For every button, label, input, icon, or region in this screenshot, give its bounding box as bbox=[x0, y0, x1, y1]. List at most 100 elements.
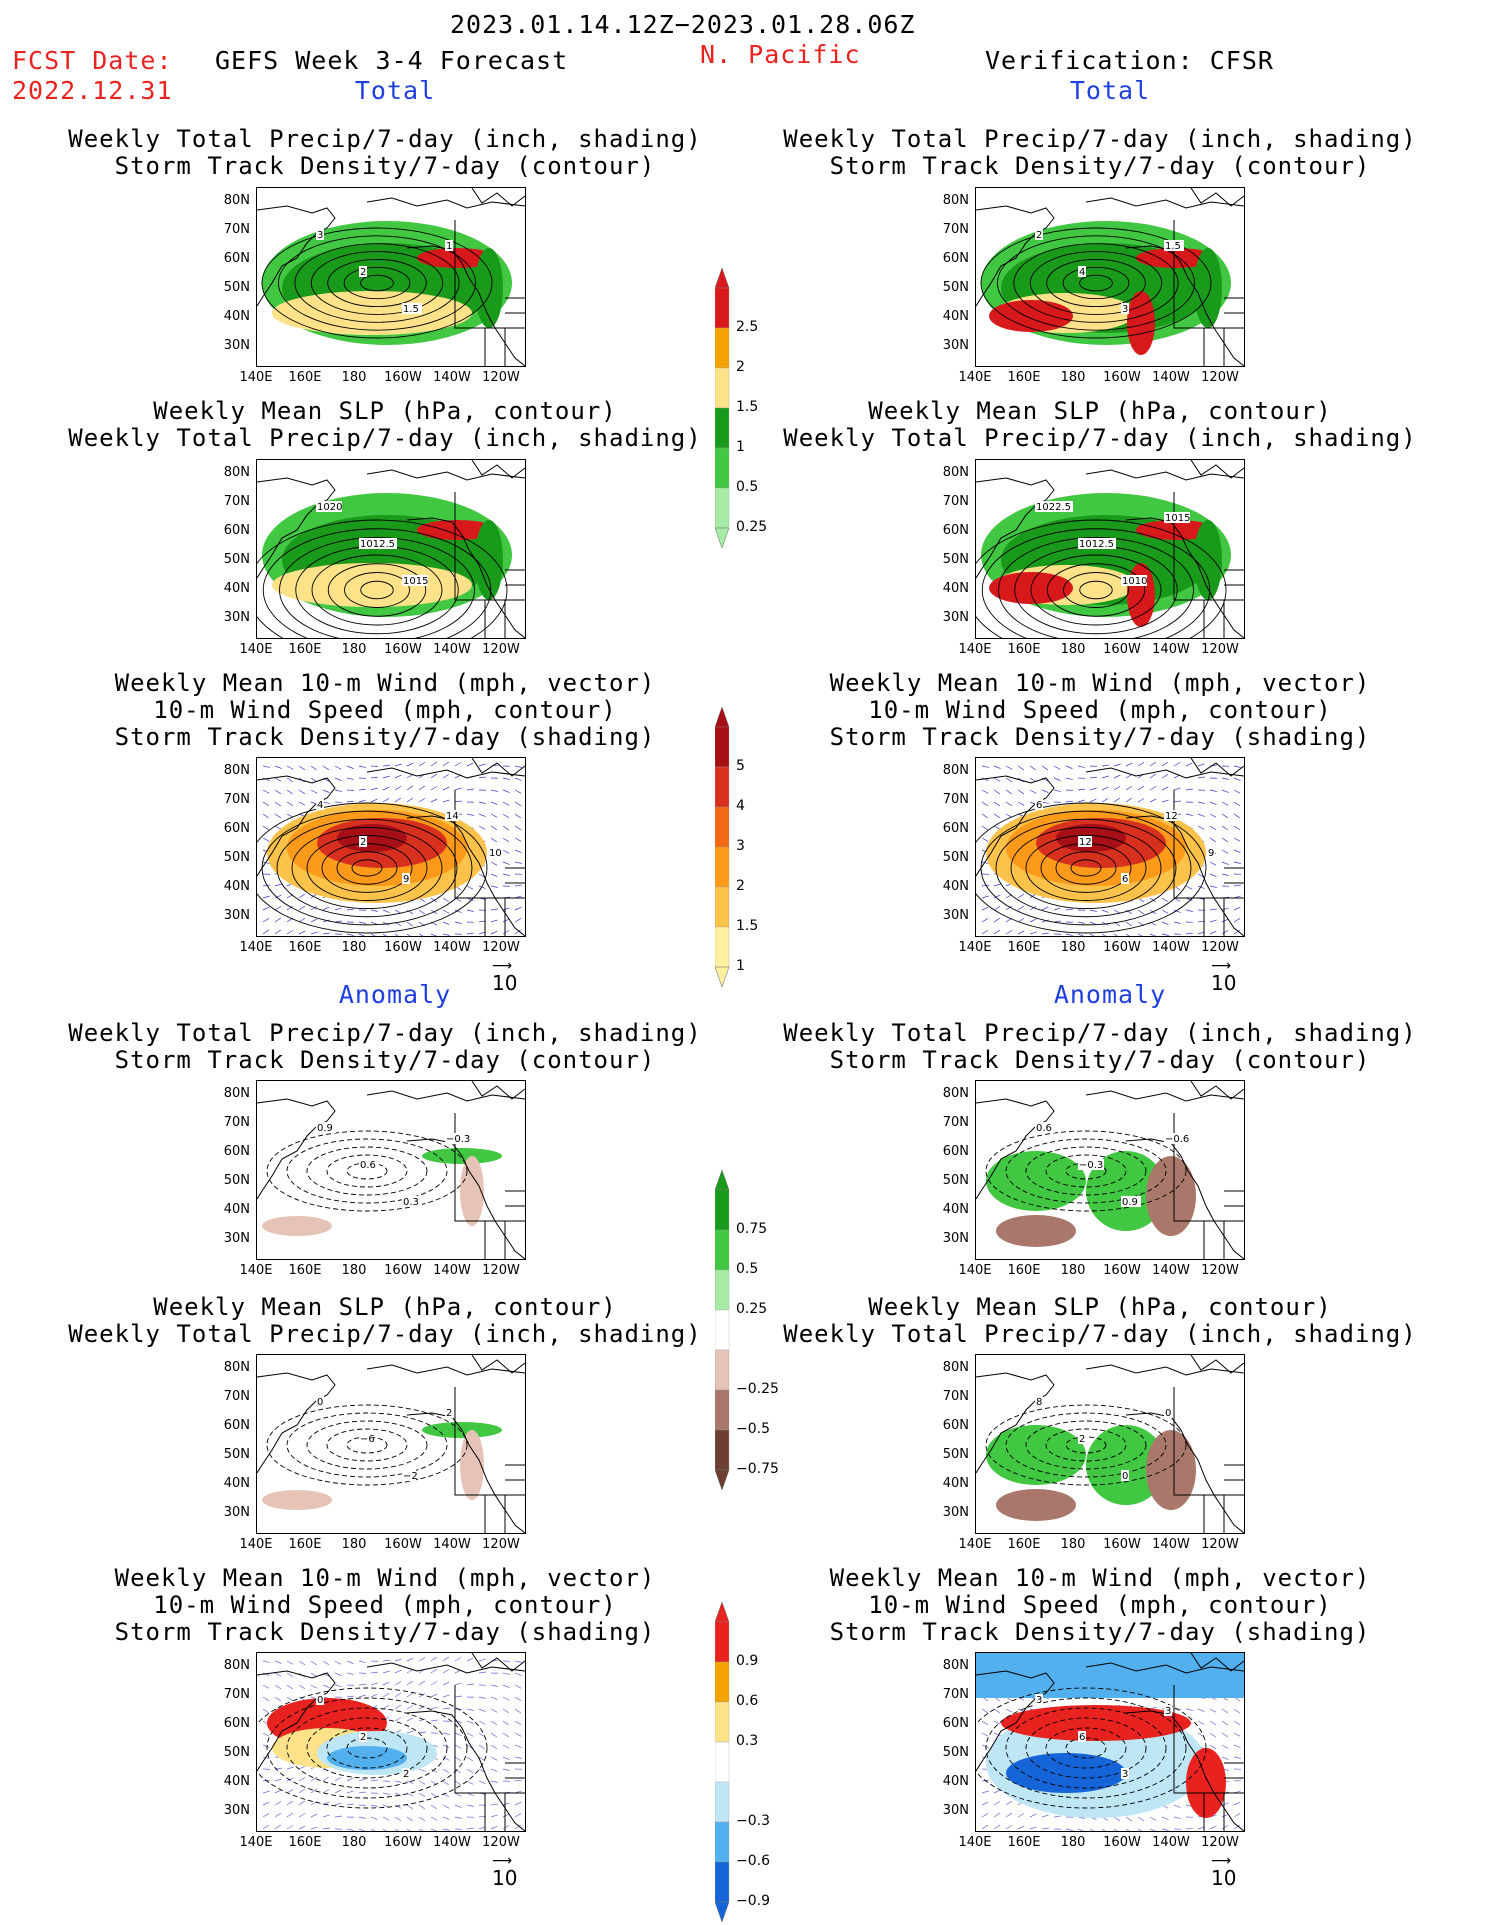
panel-title-5-left-line1: Weekly Mean 10-m Wind (mph, vector) bbox=[114, 1564, 656, 1592]
lat-tick-label: 40N bbox=[223, 1202, 250, 1217]
colorbar-storm-total bbox=[715, 707, 730, 987]
panel-title-3-right-line1: Weekly Total Precip/7-day (inch, shading… bbox=[783, 1019, 1417, 1047]
lon-tick-label: 120W bbox=[482, 1263, 520, 1278]
contour-label-3: 0 bbox=[1165, 1408, 1171, 1419]
lon-tick-label: 140W bbox=[433, 1835, 471, 1850]
lon-tick-label: 180 bbox=[341, 1835, 367, 1850]
lat-tick-label: 60N bbox=[223, 251, 250, 266]
lat-tick-label: 40N bbox=[223, 1774, 250, 1789]
contour-label-1: 6 bbox=[1079, 1732, 1085, 1743]
lat-tick-label: 70N bbox=[223, 1389, 250, 1404]
lat-tick-label: 80N bbox=[942, 763, 969, 778]
colorbar-precip-total-label: 1 bbox=[736, 439, 745, 455]
lat-tick-label: 70N bbox=[223, 1115, 250, 1130]
lon-tick-label: 160W bbox=[384, 1263, 422, 1278]
panel-title-3-left-line2: Storm Track Density/7-day (contour) bbox=[114, 1046, 656, 1074]
colorbar-storm-anomaly-label: −0.6 bbox=[736, 1853, 770, 1869]
lat-tick-label: 50N bbox=[942, 1745, 969, 1760]
lon-tick-label: 140E bbox=[958, 642, 992, 657]
lat-tick-label: 30N bbox=[223, 908, 250, 923]
lon-tick-label: 140E bbox=[239, 642, 273, 657]
lon-tick-label: 160E bbox=[288, 1835, 322, 1850]
map-panel-4-right: 8 2 0 0 bbox=[975, 1354, 1245, 1534]
panel-title-2-right-line3: Storm Track Density/7-day (shading) bbox=[829, 723, 1371, 751]
lat-tick-label: 30N bbox=[223, 1803, 250, 1818]
shading-region bbox=[1194, 248, 1222, 328]
lat-tick-label: 40N bbox=[942, 309, 969, 324]
shading-region bbox=[1194, 520, 1222, 600]
shading-region bbox=[986, 1151, 1086, 1211]
shading-region bbox=[460, 1156, 484, 1226]
contour-label-2: 3 bbox=[1122, 1769, 1128, 1780]
colorbar-storm-anomaly-label: 0.9 bbox=[736, 1653, 759, 1669]
contour-label-0: 0.6 bbox=[1036, 1123, 1052, 1134]
lon-tick-label: 120W bbox=[482, 940, 520, 955]
contour-label-3: 14 bbox=[446, 811, 459, 822]
lon-tick-label: 120W bbox=[1201, 642, 1239, 657]
colorbar-storm-anomaly bbox=[715, 1602, 730, 1922]
slp-contours bbox=[257, 519, 508, 638]
lon-tick-label: 180 bbox=[341, 1537, 367, 1552]
shading-region bbox=[272, 291, 472, 335]
contour-label-2: 1010 bbox=[1122, 576, 1147, 587]
contour-label-2: 2 bbox=[403, 1769, 409, 1780]
lat-tick-label: 80N bbox=[223, 193, 250, 208]
lat-tick-label: 50N bbox=[223, 1447, 250, 1462]
lon-tick-label: 140E bbox=[239, 1835, 273, 1850]
lon-tick-label: 180 bbox=[1060, 1835, 1086, 1850]
wind-anomaly-contours bbox=[257, 1687, 488, 1809]
colorbar-storm-anomaly-label: −0.9 bbox=[736, 1893, 770, 1909]
lat-tick-label: 60N bbox=[223, 1144, 250, 1159]
forecast-title: GEFS Week 3-4 Forecast bbox=[215, 46, 569, 75]
contour-label-3: −0.3 bbox=[446, 1134, 470, 1145]
contour-label-1: 2 bbox=[360, 267, 366, 278]
lon-tick-label: 160E bbox=[1007, 1263, 1041, 1278]
wind-speed-contours bbox=[976, 802, 1207, 934]
lon-tick-label: 180 bbox=[1060, 1263, 1086, 1278]
lon-tick-label: 140W bbox=[1152, 1835, 1190, 1850]
lon-tick-label: 140W bbox=[433, 370, 471, 385]
shading-region bbox=[1006, 1753, 1126, 1793]
contour-label-2: 6 bbox=[1122, 874, 1128, 885]
lat-tick-label: 50N bbox=[942, 552, 969, 567]
contour-label-0: 0 bbox=[317, 1695, 323, 1706]
lat-tick-label: 30N bbox=[942, 338, 969, 353]
shading-region bbox=[1136, 520, 1216, 540]
lat-tick-label: 70N bbox=[223, 1687, 250, 1702]
lon-tick-label: 160W bbox=[384, 1835, 422, 1850]
lat-tick-label: 30N bbox=[942, 1231, 969, 1246]
lon-tick-label: 160W bbox=[384, 642, 422, 657]
lon-tick-label: 140W bbox=[1152, 1537, 1190, 1552]
colorbar-precip-total-label: 2.5 bbox=[736, 319, 759, 335]
lat-tick-label: 80N bbox=[942, 1086, 969, 1101]
map-panel-0-right: 2 4 3 1.5 bbox=[975, 187, 1245, 367]
colorbar-precip-anomaly-label: 0.75 bbox=[736, 1221, 768, 1237]
panel-title-4-left-line2: Weekly Total Precip/7-day (inch, shading… bbox=[68, 1320, 702, 1348]
map-panel-5-right: 3 6 3 3 bbox=[975, 1652, 1245, 1832]
panel-title-2-right-line1: Weekly Mean 10-m Wind (mph, vector) bbox=[829, 669, 1371, 697]
lat-tick-label: 30N bbox=[942, 1803, 969, 1818]
shading-region bbox=[417, 248, 497, 268]
contour-label-3: 2 bbox=[446, 1408, 452, 1419]
map-panel-3-right: 0.6 −0.3 0.9 −0.6 bbox=[975, 1080, 1245, 1260]
lon-tick-label: 140W bbox=[1152, 642, 1190, 657]
lon-tick-label: 120W bbox=[482, 1537, 520, 1552]
lon-tick-label: 120W bbox=[1201, 940, 1239, 955]
lon-tick-label: 140W bbox=[433, 1537, 471, 1552]
lon-tick-label: 180 bbox=[1060, 642, 1086, 657]
lon-tick-label: 160W bbox=[384, 940, 422, 955]
lat-tick-label: 70N bbox=[942, 1687, 969, 1702]
contour-label-1: 2 bbox=[360, 837, 366, 848]
contour-label-2: 0.9 bbox=[1122, 1197, 1138, 1208]
shading-region bbox=[262, 1216, 332, 1236]
lat-tick-label: 30N bbox=[223, 1231, 250, 1246]
lon-tick-label: 180 bbox=[341, 1263, 367, 1278]
coastline bbox=[976, 1355, 1244, 1533]
fcst-date-label: FCST Date: bbox=[12, 46, 173, 75]
lon-tick-label: 180 bbox=[1060, 370, 1086, 385]
contour-label-0: 0.9 bbox=[317, 1123, 333, 1134]
shading-region bbox=[262, 1490, 332, 1510]
lat-tick-label: 60N bbox=[942, 251, 969, 266]
region-label: N. Pacific bbox=[700, 40, 861, 69]
lat-tick-label: 70N bbox=[223, 792, 250, 807]
